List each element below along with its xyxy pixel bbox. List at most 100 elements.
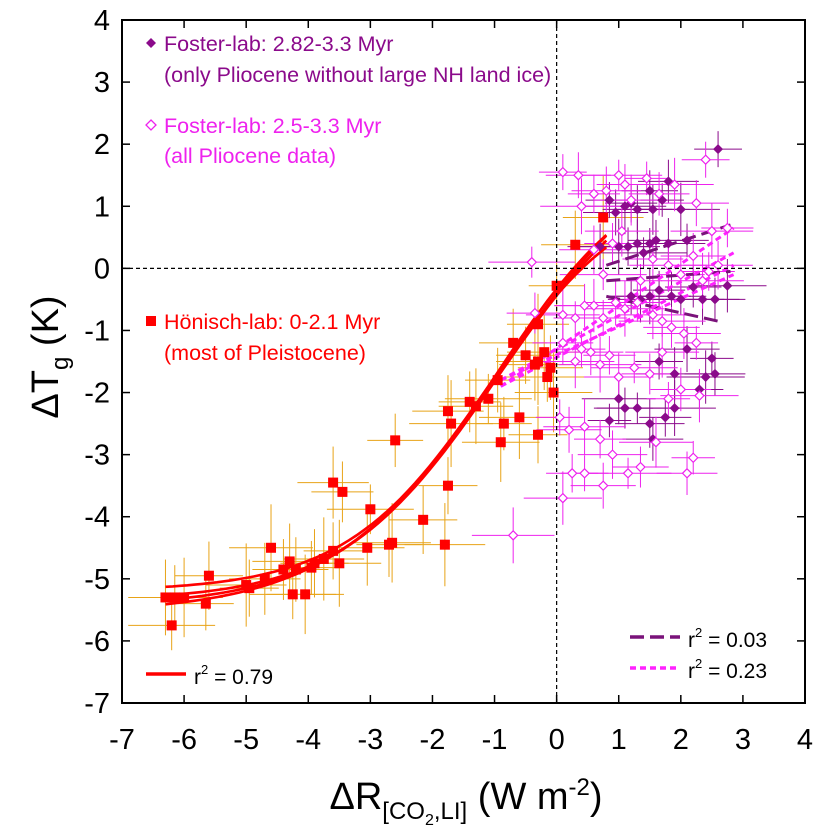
data-point-honisch [514,412,525,423]
data-point-foster-open [644,368,656,380]
data-point-foster-open [706,225,718,237]
x-tick-label: -1 [482,724,508,756]
data-point-honisch [520,350,531,361]
data-point-foster-open [557,337,569,349]
data-point-honisch [495,437,506,448]
data-point-foster-filled [619,403,630,414]
data-point-honisch [533,429,544,440]
data-point-foster-filled [604,195,615,206]
data-point-honisch [309,558,320,569]
y-tick-label: -4 [84,502,110,534]
data-point-foster-open [613,371,625,383]
plot-frame [121,19,806,704]
data-point-foster-open [700,154,712,166]
data-point-foster-filled [713,144,724,155]
data-point-honisch [539,347,550,358]
data-point-foster-filled [682,235,693,246]
y-tick-label: -6 [84,626,110,658]
data-point-honisch [362,542,373,553]
data-point-foster-filled [632,238,643,249]
data-point-foster-open [632,297,643,308]
data-point-foster-open [641,172,653,184]
data-point-honisch [290,564,301,575]
data-point-honisch [542,372,553,383]
data-point-foster-open [681,467,693,479]
data-point-foster-open [663,259,674,271]
data-point-foster-filled [700,372,711,383]
data-point-honisch [334,558,345,569]
data-point-foster-open [585,346,597,358]
data-point-foster-open [687,250,699,262]
x-tick-label: -2 [420,724,446,756]
data-point-foster-open [588,300,600,311]
data-point-honisch [483,393,494,404]
data-point-honisch [284,556,295,567]
data-point-honisch [464,396,475,407]
data-point-foster-open [576,343,587,355]
data-point-honisch [551,280,562,291]
data-point-honisch [545,362,556,373]
data-point-foster-open [588,188,600,200]
data-point-foster-filled [694,384,705,395]
data-point-honisch [533,356,544,367]
data-point-honisch [278,564,289,575]
data-point-honisch [418,514,429,525]
data-points [160,144,733,631]
x-tick-label: 2 [673,724,689,756]
y-tick-label: -3 [84,440,110,472]
y-tick-label: -1 [84,315,110,347]
data-point-foster-open [588,244,600,256]
data-point-foster-open [675,269,687,280]
data-point-foster-open [616,225,628,237]
y-axis-title: ΔTg (K) [25,295,74,418]
data-point-foster-open [647,253,659,265]
data-point-foster-open [557,309,569,321]
data-point-honisch [266,542,277,553]
x-tick-label: 1 [611,724,627,756]
fit-stat-red: r2 = 0.79 [194,662,273,689]
data-point-honisch [470,401,481,412]
data-point-foster-open [563,424,575,436]
data-point-foster-open [694,390,705,401]
data-point-honisch [200,598,211,609]
data-point-foster-filled [697,294,708,305]
data-point-honisch [337,486,348,497]
data-point-foster-open [526,256,538,268]
data-point-honisch [439,539,450,550]
data-point-foster-open [697,275,708,287]
data-point-foster-open [594,359,606,370]
data-point-foster-filled [647,204,658,215]
data-point-foster-open [666,322,677,333]
data-point-honisch [570,239,581,250]
data-point-foster-open [613,169,625,181]
legend: Foster-lab: 2.82-3.3 Myr (only Pliocene … [145,32,551,365]
fit-stat-magenta: r2 = 0.23 [688,656,767,683]
data-point-honisch [390,435,401,446]
data-point-foster-open [557,492,569,504]
data-point-foster-open [625,194,637,206]
data-point-honisch [166,620,177,631]
data-point-honisch [300,589,311,600]
legend-entry-foster-282: Foster-lab: 2.82-3.3 Myr [164,32,393,56]
data-point-foster-open [703,266,715,277]
fit-curve-honisch [165,239,608,602]
data-point-foster-open [647,309,659,321]
data-point-foster-filled [613,393,624,404]
fit-stat-purple: r2 = 0.03 [688,625,767,652]
data-point-foster-filled [644,291,655,302]
y-tick-label: -2 [84,378,110,410]
data-point-honisch [446,418,457,429]
y-tick-label: 4 [94,5,110,37]
data-point-foster-open [690,337,702,349]
data-point-foster-open [607,238,618,249]
data-point-honisch [548,387,559,398]
data-point-foster-open [669,179,680,190]
x-tick-label: -6 [171,724,197,756]
legend-marker-filled-diamond [146,38,156,48]
legend-marker-open-diamond [145,119,157,131]
data-point-honisch [328,545,339,556]
legend-entry-honisch: Hönisch-lab: 0-2.1 Myr [164,310,380,334]
data-point-foster-filled [654,356,665,367]
y-tick-label: 3 [94,67,110,99]
data-point-foster-filled [688,281,699,292]
